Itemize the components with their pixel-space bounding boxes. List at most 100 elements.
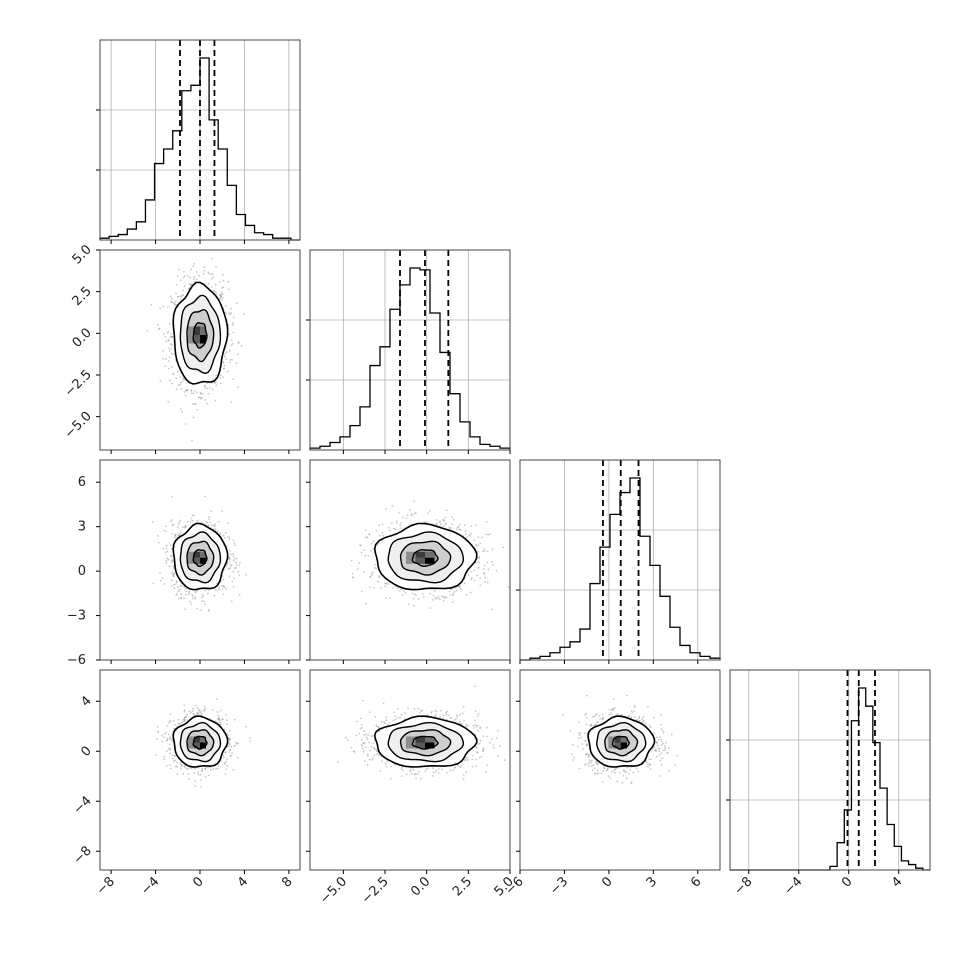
scatter-point (230, 307, 233, 310)
scatter-point (391, 587, 394, 589)
scatter-point (464, 530, 467, 532)
scatter-point (183, 285, 186, 287)
scatter-point (237, 386, 240, 389)
scatter-point (175, 292, 177, 295)
scatter-point (169, 713, 172, 716)
scatter-point (233, 542, 236, 544)
scatter-point (215, 266, 217, 268)
scatter-point (479, 577, 482, 579)
contour-line (399, 540, 452, 576)
scatter-point (207, 610, 210, 613)
scatter-point (193, 280, 196, 283)
scatter-point (171, 344, 174, 346)
scatter-point (200, 711, 202, 714)
scatter-point (233, 718, 236, 721)
scatter-point (206, 402, 209, 405)
scatter-point (214, 720, 217, 723)
scatter-point (358, 562, 360, 564)
scatter-point (168, 356, 171, 359)
scatter-point (168, 738, 171, 741)
scatter-point (235, 561, 238, 564)
scatter-point (401, 594, 404, 596)
scatter-point (221, 273, 224, 276)
scatter-point (485, 533, 488, 536)
scatter-point (350, 559, 353, 562)
scatter-point (458, 586, 461, 589)
scatter-point (452, 592, 455, 595)
scatter-point (176, 275, 179, 277)
scatter-point (195, 704, 197, 707)
contour-line (373, 522, 478, 591)
scatter-point (210, 510, 213, 513)
scatter-point (227, 522, 229, 525)
hist-panel (726, 669, 931, 874)
scatter-point (217, 714, 220, 717)
scatter-point (178, 533, 181, 536)
scatter-point (225, 768, 228, 770)
scatter-point (191, 520, 194, 522)
scatter-point (460, 587, 462, 590)
scatter-point (193, 276, 196, 278)
histogram-step (309, 267, 511, 450)
scatter-point (235, 557, 238, 560)
scatter-point (219, 531, 222, 534)
scatter-point (200, 596, 203, 599)
scatter-point (218, 586, 221, 589)
density-pixel (415, 551, 425, 558)
scatter-point (468, 574, 470, 576)
scatter-point (182, 526, 185, 528)
scatter-point (162, 357, 164, 360)
scatter-point (229, 558, 231, 560)
scatter-point (211, 273, 214, 275)
scatter-point (204, 603, 206, 606)
contour-line (186, 308, 215, 363)
scatter-point (483, 571, 485, 574)
panel-frame (309, 249, 511, 451)
scatter-point (181, 294, 184, 297)
scatter-point (176, 586, 179, 589)
scatter-point (159, 379, 162, 382)
scatter-point (229, 564, 232, 567)
scatter-point (225, 312, 228, 315)
scatter-point (384, 582, 386, 585)
density-panel (96, 249, 301, 454)
scatter-point (359, 544, 361, 546)
scatter-point (203, 269, 206, 272)
scatter-point (237, 342, 240, 345)
scatter-point (438, 520, 441, 523)
scatter-point (189, 520, 192, 523)
scatter-point (210, 277, 213, 280)
scatter-point (191, 710, 194, 713)
scatter-point (180, 388, 183, 390)
scatter-point (188, 778, 190, 780)
scatter-point (477, 536, 480, 539)
scatter-point (167, 347, 170, 349)
scatter-point (484, 581, 486, 583)
scatter-point (193, 772, 196, 774)
scatter-point (228, 567, 230, 570)
scatter-point (507, 586, 510, 589)
scatter-point (407, 603, 410, 606)
scatter-point (232, 560, 235, 562)
scatter-point (169, 295, 172, 298)
scatter-point (172, 353, 175, 355)
scatter-point (373, 566, 376, 569)
scatter-point (364, 536, 367, 539)
scatter-point (211, 388, 214, 391)
contour-line (172, 522, 229, 591)
scatter-point (477, 566, 480, 569)
scatter-point (186, 388, 189, 391)
scatter-point (219, 376, 222, 379)
scatter-point (181, 380, 184, 382)
scatter-point (220, 296, 222, 299)
scatter-point (351, 572, 354, 575)
scatter-point (170, 721, 172, 723)
scatter-point (194, 785, 197, 787)
scatter-point (171, 495, 174, 498)
scatter-point (165, 530, 167, 533)
scatter-point (165, 559, 168, 562)
scatter-point (184, 423, 187, 425)
scatter-point (482, 550, 484, 553)
scatter-point (230, 600, 233, 603)
scatter-point (169, 379, 171, 382)
